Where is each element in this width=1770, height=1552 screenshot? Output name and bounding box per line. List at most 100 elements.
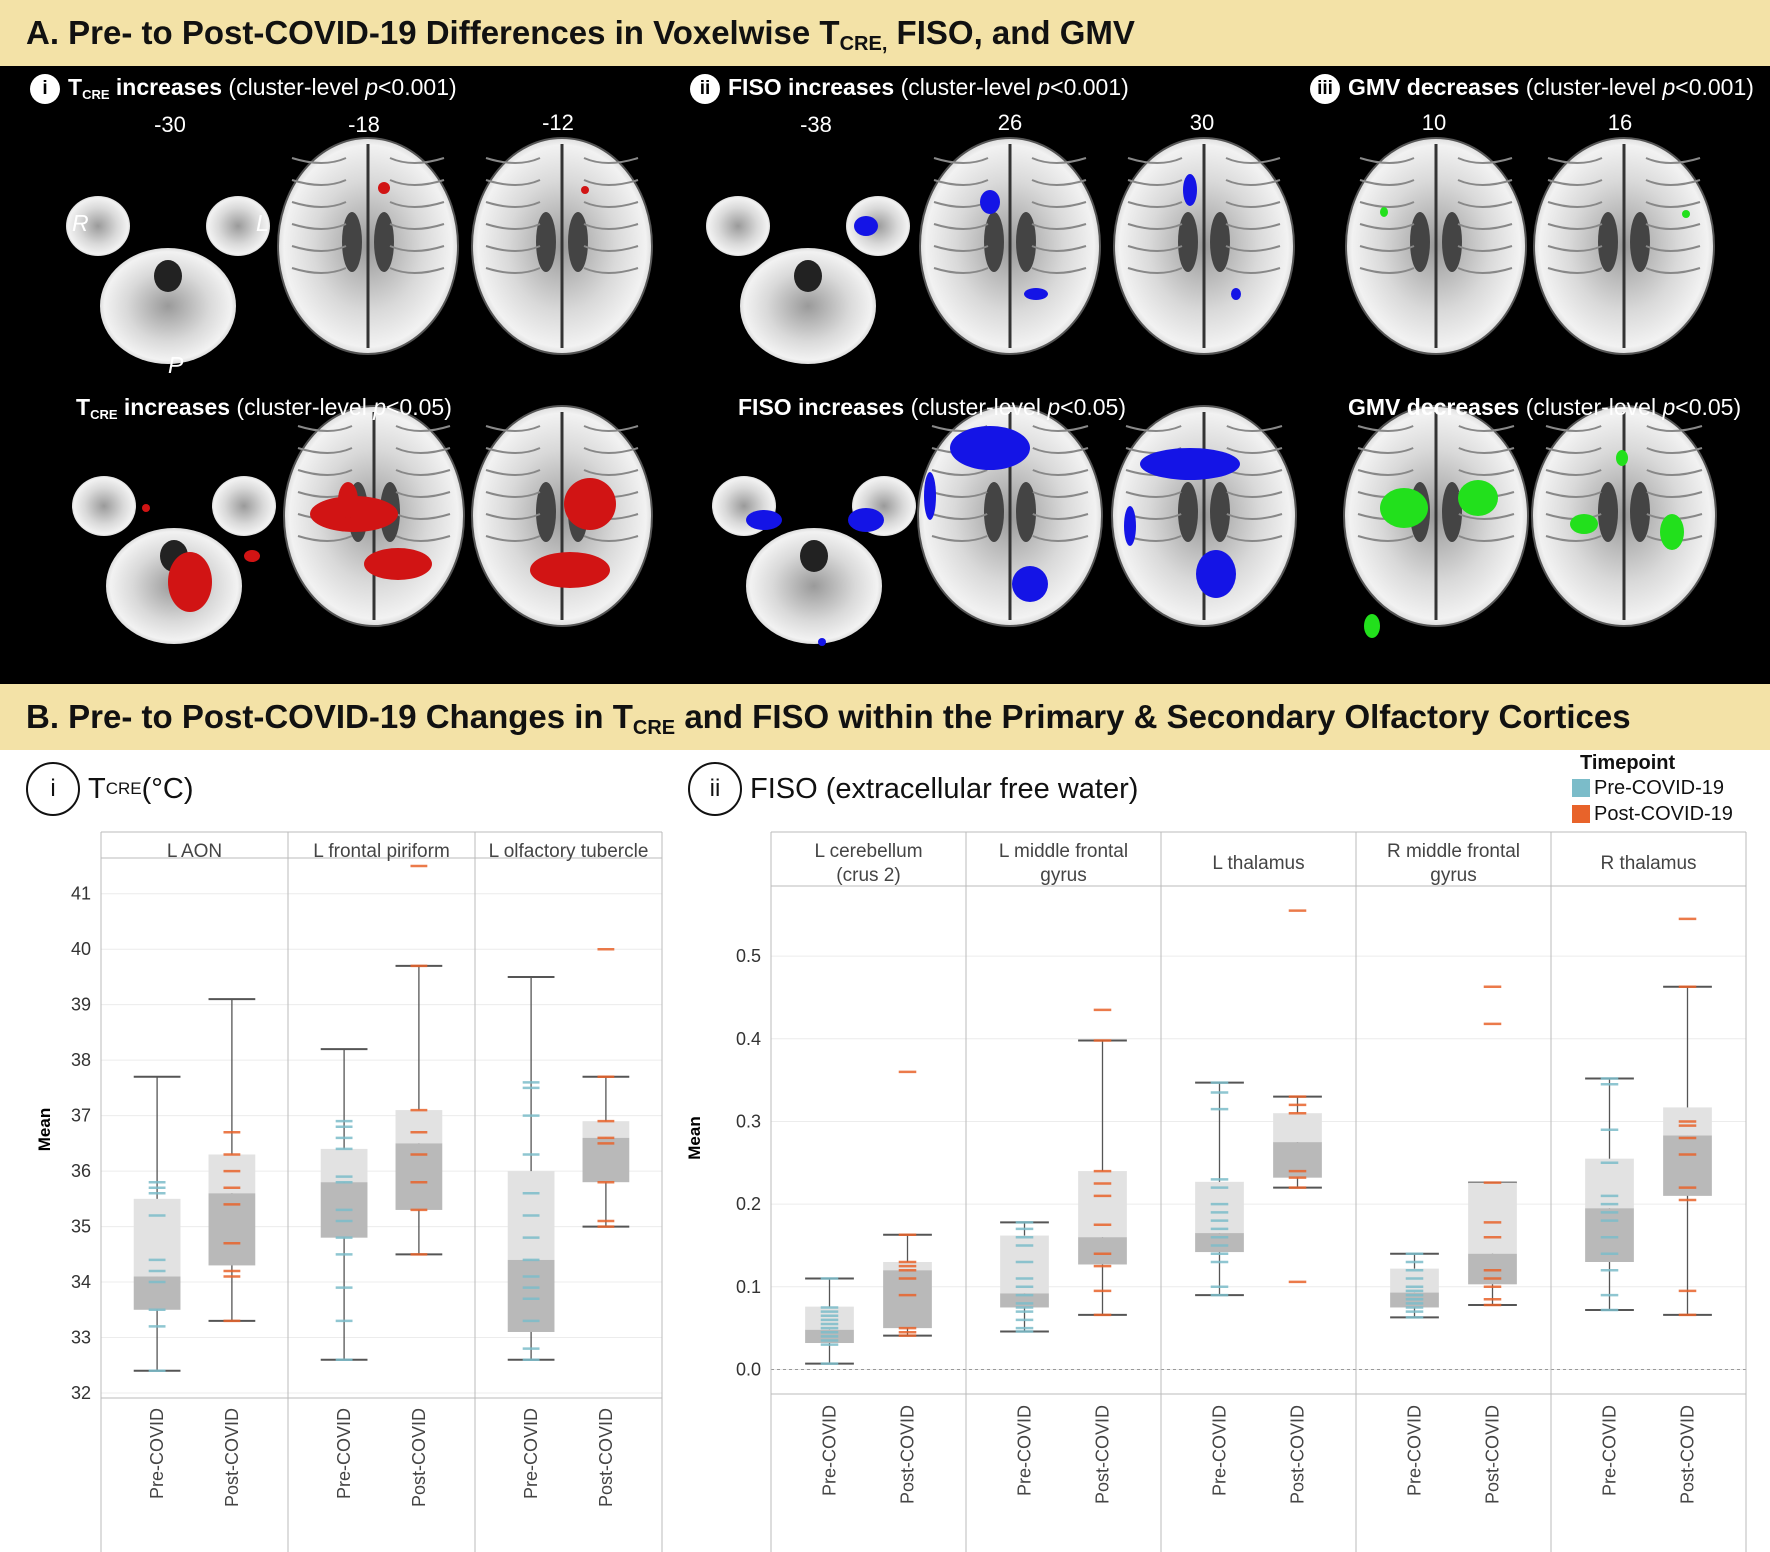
gyrus [583,535,639,542]
y-tick-label: 36 [71,1161,91,1181]
gyrus [1645,267,1701,274]
gyrus [1357,447,1414,454]
section-a-title: A. Pre- to Post-COVID-19 Differences in … [0,0,1770,66]
gyrus [1359,223,1415,230]
gyrus [389,223,445,230]
gyrus [1646,469,1703,476]
gyrus [931,491,988,498]
x-tick-label: Pre-COVID [521,1408,541,1499]
box-lower [1000,1293,1049,1308]
gyrus [583,447,639,454]
x-tick-label: Post-COVID [1288,1405,1308,1504]
x-tick-label: Pre-COVID [1600,1405,1620,1496]
ventricle [1178,482,1198,542]
x-tick-label: Pre-COVID [147,1408,167,1499]
gyrus [1457,201,1513,208]
gyrus [1125,425,1182,432]
gyrus [1645,245,1701,252]
cluster [530,552,610,588]
y-tick-label: 40 [71,939,91,959]
cluster [1458,480,1498,516]
y-tick-label: 0.3 [736,1111,761,1131]
y-tick-label: 0.5 [736,946,761,966]
box-upper [805,1306,854,1330]
cluster [924,472,936,520]
gyrus [485,425,541,432]
y-tick-label: 0.1 [736,1277,761,1297]
gyrus [583,267,639,274]
gyrus [1127,267,1183,274]
box-lower [883,1270,932,1329]
gyrus [485,245,541,252]
y-axis-label: Mean [35,1108,54,1151]
ventricle [1178,212,1198,272]
temporal-lobe [66,196,130,256]
cluster [1570,514,1598,534]
y-tick-label: 32 [71,1383,91,1403]
legend: Timepoint Pre-COVID-19 Post-COVID-19 [1572,752,1733,827]
gyrus [931,469,988,476]
ventricle [536,212,556,272]
gyrus [485,179,541,186]
gyrus [297,447,353,454]
gyrus [1032,469,1089,476]
gyrus [1032,447,1089,454]
chart-ii-heading: ii FISO (extracellular free water) [688,762,1138,816]
y-tick-label: 35 [71,1217,91,1237]
box-lower [1195,1233,1244,1253]
box-upper [1078,1171,1127,1238]
ventricle [1442,212,1462,272]
cluster [168,552,212,612]
ventricle [1630,212,1650,272]
ventricle [1210,212,1230,272]
box-lower [582,1137,630,1183]
cluster [1183,174,1197,206]
gyrus [297,425,353,432]
gyrus [1127,223,1183,230]
x-tick-label: Post-COVID [596,1408,616,1507]
gyrus [1226,513,1283,520]
ventricle [1410,212,1430,272]
gyrus [1646,491,1703,498]
gyrus [1547,267,1603,274]
slice-number: 10 [1421,110,1447,135]
gyrus [389,157,445,164]
gyrus [485,447,541,454]
gyrus [1032,425,1089,432]
ventricle [568,212,588,272]
gyrus [583,469,639,476]
ventricle [1442,482,1462,542]
cluster [378,182,390,194]
facet-title: L AON [167,841,222,862]
cluster [338,482,358,518]
gyrus [291,245,347,252]
gyrus [583,223,639,230]
cluster [142,504,150,512]
ventricle [1016,212,1036,272]
slice-number: -12 [542,110,574,135]
ventricle [536,482,556,542]
gyrus [1547,201,1603,208]
x-tick-label: Post-COVID [1093,1405,1113,1504]
box-lower [1663,1135,1712,1196]
cluster [1380,488,1428,528]
facet-title: L olfactory tubercle [489,841,649,862]
gyrus [933,267,989,274]
cluster [1682,210,1690,218]
facet-title: L cerebellum [814,841,922,862]
facet-title: gyrus [1040,865,1086,886]
ventricle [984,482,1004,542]
gyrus [1457,223,1513,230]
gyrus [1127,157,1183,164]
legend-item-post: Post-COVID-19 [1572,801,1733,827]
orientation-right: R [72,210,89,236]
gyrus [1032,535,1089,542]
gyrus [1458,535,1515,542]
y-tick-label: 0.0 [736,1359,761,1379]
facet-title: L thalamus [1212,853,1304,874]
cluster [1024,288,1048,300]
ventricle [342,212,362,272]
x-tick-label: Post-COVID [1483,1405,1503,1504]
orientation-posterior: P [168,352,184,378]
gyrus [485,469,541,476]
